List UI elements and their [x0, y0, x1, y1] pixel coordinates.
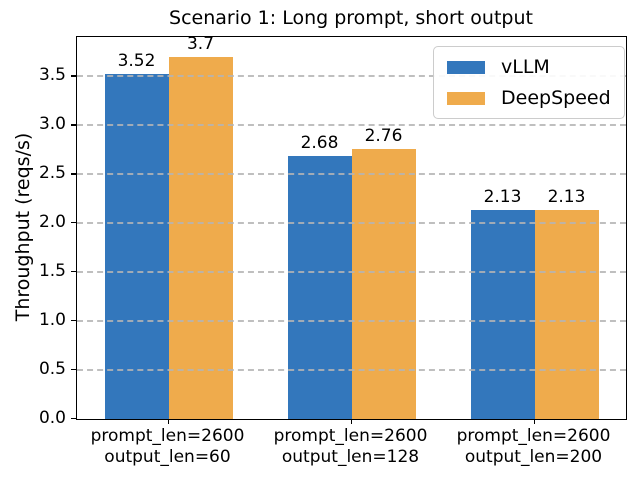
bar-value-label: 2.68 [300, 133, 339, 154]
ytick-label-3.5: 3.5 [38, 65, 66, 86]
bar-value-label: 2.76 [364, 125, 403, 146]
xtick-mark [167, 419, 169, 424]
vllm-series-swatch [447, 60, 485, 74]
bar-deepspeed-1 [351, 148, 416, 419]
ytick-mark [71, 271, 76, 273]
ytick-label-2.5: 2.5 [38, 163, 66, 184]
xtick-mark [533, 419, 535, 424]
vllm-series-label: vLLM [501, 56, 550, 78]
legend: vLLM DeepSpeed [433, 46, 625, 119]
bar-value-label: 2.13 [547, 187, 586, 208]
ytick-mark [71, 369, 76, 371]
gridline-y-3.0 [77, 124, 626, 127]
bar-value-label: 3.52 [117, 51, 156, 72]
gridline-y-1.0 [77, 320, 626, 323]
ytick-mark [71, 124, 76, 126]
bar-value-label: 2.13 [483, 187, 522, 208]
xtick-label-1: prompt_len=2600 output_len=128 [273, 426, 428, 467]
xtick-label-2: prompt_len=2600 output_len=200 [456, 426, 611, 467]
ytick-label-0.0: 0.0 [38, 408, 66, 428]
ytick-label-1.5: 1.5 [38, 261, 66, 282]
ytick-label-2.0: 2.0 [38, 212, 66, 233]
ytick-label-1.0: 1.0 [38, 310, 66, 331]
bar-deepspeed-0 [168, 56, 233, 419]
gridline-y-2.5 [77, 173, 626, 176]
bar-vllm-1 [287, 156, 352, 419]
xtick-label-0: prompt_len=2600 output_len=60 [90, 426, 245, 467]
ytick-mark [71, 320, 76, 322]
bar-value-label: 3.7 [186, 33, 215, 54]
deepspeed-series-label: DeepSpeed [501, 87, 611, 109]
chart-title: Scenario 1: Long prompt, short output [169, 7, 533, 29]
bar-vllm-0 [104, 74, 169, 419]
gridline-y-2.0 [77, 222, 626, 225]
gridline-y-0.5 [77, 369, 626, 372]
deepspeed-series-swatch [447, 91, 485, 105]
bar-deepspeed-2 [534, 210, 599, 419]
ytick-label-3.0: 3.0 [38, 114, 66, 135]
gridline-y-3.5 [77, 75, 626, 78]
bar-vllm-2 [470, 210, 535, 419]
ytick-mark [71, 222, 76, 224]
ytick-mark [71, 173, 76, 175]
ytick-mark [71, 418, 76, 420]
legend-item-vllm: vLLM [447, 56, 611, 78]
gridline-y-1.5 [77, 271, 626, 274]
legend-item-deepspeed: DeepSpeed [447, 87, 611, 109]
ytick-mark [71, 75, 76, 77]
ytick-label-0.5: 0.5 [38, 359, 66, 380]
xtick-mark [350, 419, 352, 424]
